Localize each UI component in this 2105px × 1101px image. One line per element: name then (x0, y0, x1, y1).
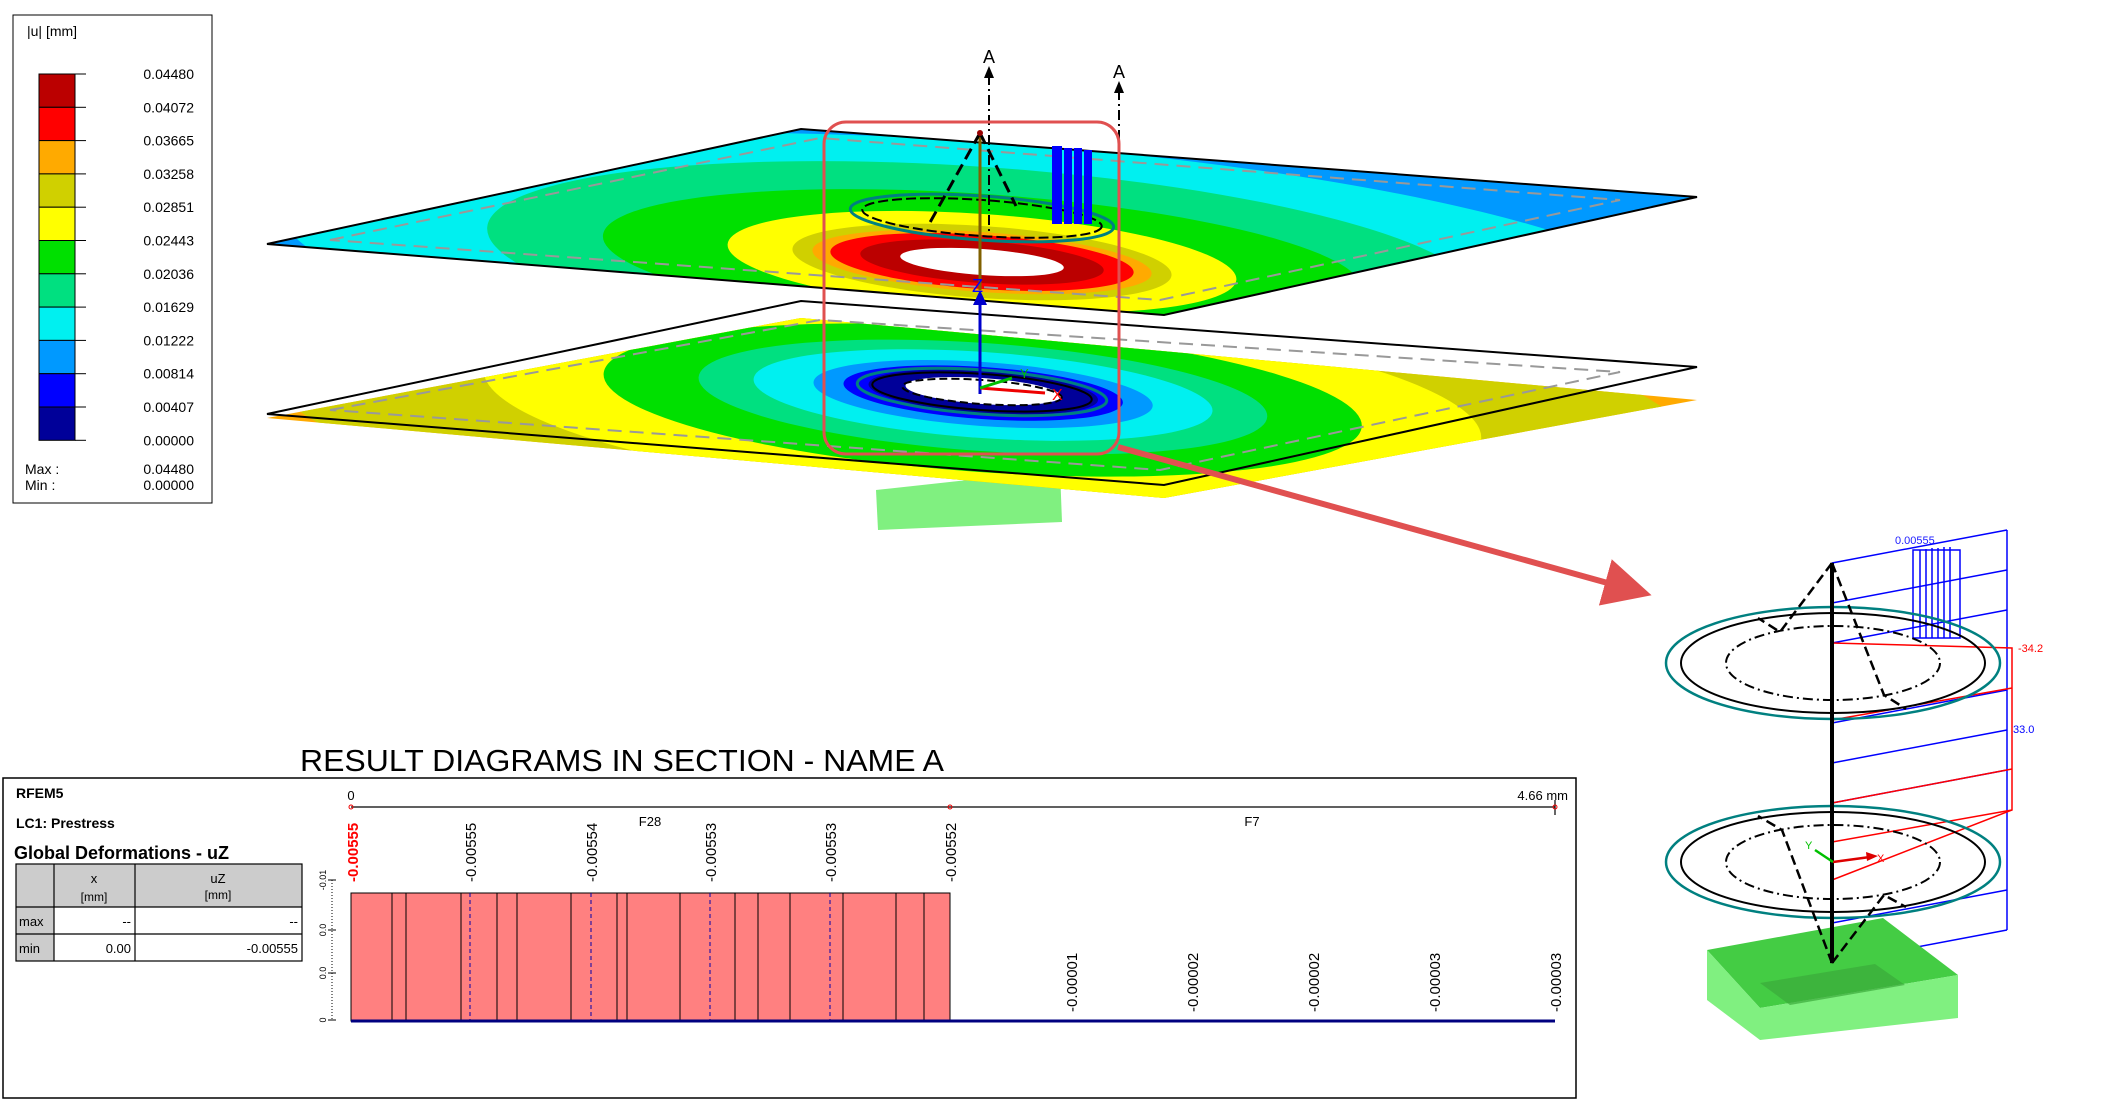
result-diagram: RESULT DIAGRAMS IN SECTION - NAME A RFEM… (2, 743, 1577, 1099)
legend-value: 0.04072 (143, 99, 194, 115)
y-tick-label: 0.0 (318, 924, 328, 937)
model-3d-view: Z X Y A A (266, 47, 1698, 606)
detail-y-axis-label: Y (1805, 840, 1813, 852)
detail-deformation-label: 0.00555 (1895, 535, 1935, 547)
value-label: -0.00552 (943, 823, 960, 882)
value-label: -0.00553 (823, 823, 840, 882)
legend-color-swatch (38, 140, 76, 175)
color-legend: |u| [mm] 0.04480 0.04072 0.03665 0.03258 0.0… (12, 14, 213, 504)
table-row: min 0.00 -0.00555 (19, 941, 298, 956)
legend-value: 0.02851 (143, 199, 194, 215)
cell-x: 0.00 (106, 941, 131, 956)
top-plate-dashed-outline (329, 136, 1621, 302)
detail-force-diagram (1831, 642, 2013, 881)
legend-color-swatch (38, 206, 76, 241)
column-header-uz: uZ (210, 871, 225, 886)
column-header-x: x (91, 871, 98, 886)
section-start-label: 0 (347, 788, 354, 803)
legend-value: 0.03665 (143, 133, 194, 149)
support-block (876, 470, 1062, 530)
legend-value: 0.01222 (143, 332, 194, 348)
legend-min-value: 0.00000 (143, 477, 194, 493)
legend-min-label: Min : (25, 477, 55, 493)
cell-x: -- (122, 914, 131, 929)
bottom-plate-outline (266, 299, 1698, 487)
legend-color-swatch (38, 306, 76, 341)
load-case: LC1: Prestress (16, 815, 115, 831)
program-name: RFEM5 (16, 785, 64, 801)
x-axis (979, 386, 1046, 395)
summary-table: x [mm] uZ [mm] max -- -- min 0.00 -0.005… (15, 863, 303, 962)
value-label: -0.00002 (1306, 953, 1323, 1012)
section-marker-label: A (1113, 62, 1125, 82)
legend-color-swatch (38, 406, 76, 441)
cell-uz: -0.00555 (247, 941, 298, 956)
value-label: -0.00003 (1548, 953, 1565, 1012)
legend-value: 0.04480 (143, 66, 194, 82)
y-axis-label: Y (1020, 366, 1029, 381)
value-label: -0.00002 (1185, 953, 1202, 1012)
segment-label-f28: F28 (639, 814, 661, 829)
legend-value: 0.03258 (143, 166, 194, 182)
y-tick-label: 0.0 (318, 967, 328, 980)
row-label: min (19, 941, 40, 956)
detail-x-axis-label: X (1877, 853, 1885, 865)
extreme-value-label: -0.00555 (345, 823, 362, 882)
section-start-node (348, 804, 354, 810)
row-label: max (19, 914, 44, 929)
zoom-arrow (1117, 444, 1652, 606)
mast-node (977, 130, 983, 136)
cable-right (978, 132, 1018, 207)
top-plate-outline (266, 127, 1698, 317)
quantity-title: Global Deformations - uZ (14, 843, 229, 863)
y-tick-label: 0 (318, 1017, 328, 1022)
legend-color-swatch (38, 273, 76, 308)
section-end-label: 4.66 mm (1517, 788, 1568, 803)
legend-color-swatch (38, 173, 76, 208)
value-label: -0.00553 (703, 823, 720, 882)
legend-color-swatch (38, 106, 76, 142)
section-marker-a-1[interactable]: A (983, 47, 995, 235)
value-label: -0.00555 (463, 823, 480, 882)
section-end-node (1552, 804, 1558, 810)
legend-value: 0.00407 (143, 399, 194, 415)
segment-label-f7: F7 (1244, 814, 1259, 829)
deformation-bars (1052, 146, 1092, 224)
legend-value: 0.00814 (143, 366, 194, 382)
legend-color-swatch (38, 73, 76, 108)
legend-color-swatch (38, 240, 76, 275)
y-tick-label: -0.01 (318, 870, 328, 891)
legend-value: 0.02036 (143, 266, 194, 282)
legend-value: 0.00000 (143, 432, 194, 448)
section-mid-node (947, 804, 953, 810)
deformation-area-f28 (350, 892, 951, 1022)
value-label: -0.00003 (1427, 953, 1444, 1012)
x-axis-label: X (1052, 387, 1063, 404)
bottom-plate-dashed-outline (329, 318, 1621, 472)
legend-max-value: 0.04480 (143, 461, 194, 477)
zoom-highlight-frame (822, 120, 1121, 456)
legend-value: 0.02443 (143, 233, 194, 249)
legend-color-swatch (38, 373, 76, 408)
legend-title: |u| [mm] (27, 23, 77, 39)
bottom-ring (855, 366, 1109, 418)
value-label: -0.00001 (1064, 953, 1081, 1012)
y-axis (979, 376, 1013, 390)
legend-value: 0.01629 (143, 299, 194, 315)
detail-view: 0.00555 -34.2 33.0 (1664, 529, 2043, 1040)
table-row: max -- -- (19, 914, 298, 929)
legend-max-label: Max : (25, 461, 59, 477)
detail-force-negative: -34.2 (2018, 643, 2043, 655)
column-unit-x: [mm] (81, 890, 108, 904)
z-axis-label: Z (972, 276, 983, 296)
result-title: RESULT DIAGRAMS IN SECTION - NAME A (300, 743, 944, 778)
z-axis-arrowhead-icon (973, 290, 987, 305)
value-label: -0.00554 (584, 823, 601, 882)
detail-force-positive: 33.0 (2013, 724, 2034, 736)
section-marker-label: A (983, 47, 995, 67)
cell-uz: -- (289, 914, 298, 929)
legend-color-swatch (38, 339, 76, 375)
column-unit-uz: [mm] (205, 888, 232, 902)
